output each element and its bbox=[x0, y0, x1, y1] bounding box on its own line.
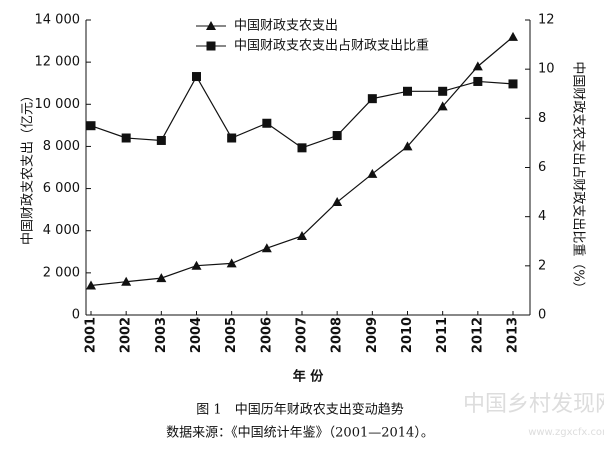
y2-tick-label: 10 bbox=[538, 62, 555, 77]
chart-title: 图 1 中国历年财政农支出变动趋势 bbox=[196, 402, 403, 418]
x-tick-label: 2004 bbox=[189, 317, 204, 353]
y2-tick-label: 2 bbox=[538, 258, 546, 273]
series-line bbox=[90, 75, 514, 149]
data-point bbox=[473, 76, 483, 86]
y-axis-label: 中国财政支农支出（亿元） bbox=[21, 89, 36, 245]
y2-tick-label: 12 bbox=[538, 13, 555, 28]
data-point bbox=[403, 86, 412, 96]
data-point bbox=[508, 79, 518, 89]
y-tick-label: 4 000 bbox=[43, 223, 80, 238]
data-point bbox=[191, 260, 202, 270]
x-tick-label: 2010 bbox=[400, 317, 415, 353]
data-point bbox=[121, 276, 132, 286]
y-tick-label: 0 bbox=[72, 308, 80, 323]
data-point bbox=[227, 133, 237, 143]
y2-tick-label: 0 bbox=[538, 308, 546, 323]
series-line bbox=[90, 36, 514, 287]
data-point bbox=[367, 168, 378, 178]
x-tick-label: 2012 bbox=[470, 317, 485, 353]
data-point bbox=[438, 86, 448, 96]
y2-axis-label: 中国财政支农支出占财政支出比重（%） bbox=[571, 61, 587, 294]
y-tick-label: 6 000 bbox=[43, 181, 80, 196]
data-point bbox=[402, 141, 413, 151]
x-tick-label: 2001 bbox=[84, 317, 99, 353]
data-point bbox=[332, 131, 342, 141]
data-point bbox=[297, 230, 307, 240]
y-tick-label: 12 000 bbox=[35, 55, 81, 70]
watermark: 中国乡村发现网 bbox=[463, 392, 604, 417]
y2-tick-label: 8 bbox=[538, 111, 546, 126]
x-tick-label: 2005 bbox=[224, 317, 239, 353]
legend-marker bbox=[206, 41, 216, 51]
y2-tick-label: 4 bbox=[538, 209, 546, 224]
data-point bbox=[156, 273, 167, 283]
data-point bbox=[297, 143, 307, 153]
y2-tick-label: 6 bbox=[538, 160, 546, 175]
data-point bbox=[437, 101, 448, 111]
y-tick-label: 8 000 bbox=[43, 139, 80, 154]
data-point bbox=[121, 133, 131, 143]
data-point bbox=[508, 31, 518, 41]
watermark-url: www.zgxcfx.com bbox=[528, 427, 604, 438]
data-point bbox=[262, 118, 272, 128]
legend-marker bbox=[206, 21, 216, 30]
data-point bbox=[367, 94, 377, 104]
x-tick-label: 2011 bbox=[435, 317, 450, 353]
x-tick-label: 2008 bbox=[330, 317, 345, 353]
x-tick-label: 2013 bbox=[506, 317, 521, 353]
legend-label: 中国财政支农支出 bbox=[234, 19, 338, 34]
data-point bbox=[86, 121, 96, 131]
x-tick-label: 2003 bbox=[154, 317, 169, 353]
data-point bbox=[86, 280, 96, 290]
data-point bbox=[156, 135, 166, 145]
data-point bbox=[472, 61, 483, 71]
data-point bbox=[192, 72, 201, 82]
y-tick-label: 2 000 bbox=[43, 265, 80, 280]
data-point bbox=[332, 197, 343, 207]
chart-subtitle: 数据来源：《中国统计年鉴》（2001—2014）。 bbox=[166, 426, 434, 441]
data-point bbox=[226, 258, 237, 268]
x-tick-label: 2002 bbox=[119, 317, 134, 353]
data-point bbox=[261, 243, 272, 253]
y-tick-label: 10 000 bbox=[35, 97, 81, 112]
y-tick-label: 14 000 bbox=[35, 13, 81, 28]
x-tick-label: 2006 bbox=[259, 317, 274, 353]
legend-label: 中国财政支农支出占财政支出比重 bbox=[234, 38, 429, 54]
x-axis-label: 年 份 bbox=[293, 369, 325, 385]
x-tick-label: 2007 bbox=[295, 317, 310, 353]
x-tick-label: 2009 bbox=[365, 317, 380, 353]
